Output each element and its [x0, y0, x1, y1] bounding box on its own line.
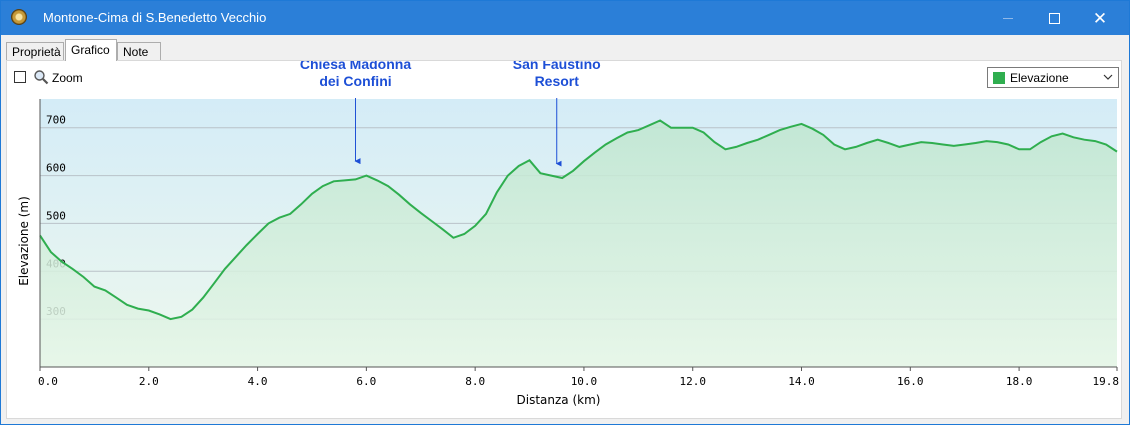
x-tick-label: 14.0 — [788, 375, 815, 388]
maximize-button[interactable] — [1031, 1, 1077, 35]
y-tick-label: 600 — [46, 162, 66, 175]
maximize-icon — [1048, 12, 1060, 24]
x-tick-label: 18.0 — [1006, 375, 1033, 388]
elevation-chart[interactable]: 3004005006007000.02.04.06.08.010.012.014… — [7, 61, 1123, 420]
chevron-down-icon — [1103, 74, 1113, 80]
x-tick-label: 2.0 — [139, 375, 159, 388]
y-tick-label: 700 — [46, 114, 66, 127]
zoom-checkbox[interactable] — [14, 71, 26, 83]
series-dropdown[interactable]: Elevazione — [987, 67, 1119, 88]
tab-grafico[interactable]: Grafico — [65, 39, 117, 61]
elevation-line — [39, 119, 1118, 321]
chart-panel: Zoom Elevazione 3004005006007000.02.04.0… — [6, 60, 1122, 419]
x-axis-label: Distanza (km) — [517, 393, 601, 407]
x-tick-label: 6.0 — [356, 375, 376, 388]
x-tick-label: 4.0 — [248, 375, 268, 388]
x-tick-label: 10.0 — [571, 375, 598, 388]
annotation-label: San Faustino — [513, 61, 601, 72]
tab-proprieta[interactable]: Proprietà — [6, 42, 64, 60]
annotation-label: dei Confini — [319, 73, 391, 89]
elevation-area — [40, 120, 1117, 367]
app-icon[interactable] — [11, 9, 27, 25]
legend-swatch — [993, 72, 1005, 84]
annotation-label: Chiesa Madonna — [300, 61, 411, 72]
annotation-label: Resort — [535, 73, 580, 89]
close-button[interactable]: ✕ — [1077, 1, 1123, 35]
zoom-label[interactable]: Zoom — [52, 71, 83, 85]
y-tick-label: 500 — [46, 209, 66, 222]
x-tick-label: 16.0 — [897, 375, 924, 388]
window-title: Montone-Cima di S.Benedetto Vecchio — [43, 10, 267, 25]
minimize-icon — [1003, 17, 1013, 19]
series-dropdown-value: Elevazione — [1010, 71, 1069, 85]
close-icon: ✕ — [1092, 8, 1108, 28]
x-tick-label: 8.0 — [465, 375, 485, 388]
x-tick-label: 12.0 — [679, 375, 706, 388]
x-tick-label: 0.0 — [38, 375, 58, 388]
magnifier-icon[interactable] — [33, 69, 49, 85]
title-bar[interactable]: Montone-Cima di S.Benedetto Vecchio ✕ — [1, 1, 1129, 35]
tab-note[interactable]: Note — [117, 42, 161, 60]
x-tick-label: 19.8 — [1093, 375, 1120, 388]
y-axis-label: Elevazione (m) — [17, 196, 31, 286]
minimize-button[interactable] — [985, 1, 1031, 35]
